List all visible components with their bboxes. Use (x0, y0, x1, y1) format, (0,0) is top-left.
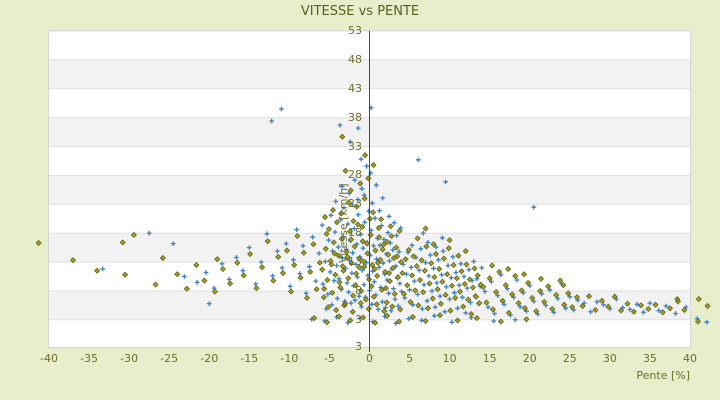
x-tick-label: -35 (80, 352, 99, 365)
y-axis-bottom-label: 3 (355, 340, 362, 353)
x-tick-label: 10 (442, 352, 457, 365)
x-tick-label: 20 (522, 352, 537, 365)
x-tick-label: -20 (200, 352, 219, 365)
scatter-plot-canvas (35, 30, 711, 352)
x-tick-label: 35 (642, 352, 657, 365)
y-tick-label: 53 (348, 24, 362, 37)
chart-title: VITESSE vs PENTE (300, 4, 420, 19)
x-tick-label: 0 (366, 352, 373, 365)
y-tick-label: 28 (348, 168, 362, 182)
y-tick-label: 18 (348, 226, 362, 240)
plot-area: Vitesse [km/h] (35, 30, 711, 352)
x-tick-label: -25 (160, 352, 179, 365)
x-tick-label: 40 (683, 352, 697, 365)
y-tick-label: 38 (348, 110, 362, 124)
y-tick-label: 23 (348, 197, 362, 211)
y-tick-label: 33 (348, 139, 362, 153)
x-tick-label: 5 (406, 352, 414, 365)
y-axis-title: Vitesse [km/h] (337, 183, 350, 264)
x-tick-label: -5 (323, 352, 335, 365)
x-tick-label: -10 (280, 352, 299, 365)
y-tick-label: 8 (355, 283, 362, 297)
x-tick-label: -30 (120, 352, 139, 365)
y-tick-label: 48 (348, 52, 362, 66)
x-axis-title: Pente [%] (636, 369, 690, 382)
y-tick-label: 3 (355, 312, 362, 326)
x-tick-label: 30 (602, 352, 617, 365)
y-tick-label: 13 (348, 255, 362, 269)
x-tick-label: 15 (482, 352, 497, 365)
x-tick-label: -15 (240, 352, 259, 365)
x-tick-label: -40 (40, 352, 58, 365)
x-tick-label: 25 (562, 352, 577, 365)
y-tick-label: 43 (348, 81, 362, 95)
series-diamond-markers (35, 133, 711, 326)
